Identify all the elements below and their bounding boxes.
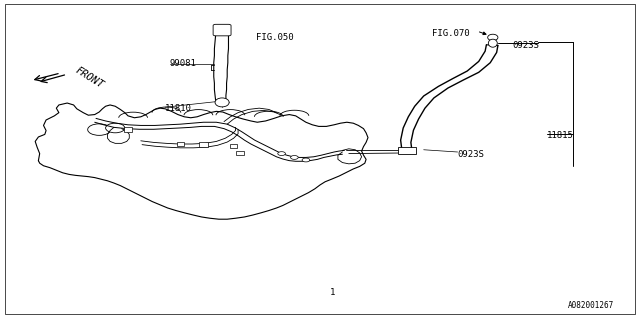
Text: 1: 1 <box>330 288 335 297</box>
Text: FRONT: FRONT <box>74 65 106 90</box>
Bar <box>124 127 132 132</box>
Ellipse shape <box>488 39 497 47</box>
Bar <box>230 144 237 148</box>
FancyBboxPatch shape <box>398 147 416 154</box>
Text: 99081: 99081 <box>170 60 196 68</box>
Text: 0923S: 0923S <box>512 41 539 50</box>
Circle shape <box>302 158 310 162</box>
FancyBboxPatch shape <box>213 24 231 36</box>
Circle shape <box>88 124 111 135</box>
Bar <box>177 142 184 146</box>
Text: A082001267: A082001267 <box>568 301 614 310</box>
Ellipse shape <box>488 34 498 41</box>
Bar <box>236 151 244 155</box>
Ellipse shape <box>215 98 229 107</box>
Circle shape <box>106 123 125 133</box>
Text: 11810: 11810 <box>165 104 192 113</box>
Text: 11815: 11815 <box>547 131 574 140</box>
Bar <box>199 142 208 147</box>
Text: FIG.070: FIG.070 <box>432 29 470 38</box>
Circle shape <box>291 156 298 159</box>
Text: 0923S: 0923S <box>458 150 484 159</box>
Text: FIG.050: FIG.050 <box>256 33 294 42</box>
Circle shape <box>278 152 285 156</box>
